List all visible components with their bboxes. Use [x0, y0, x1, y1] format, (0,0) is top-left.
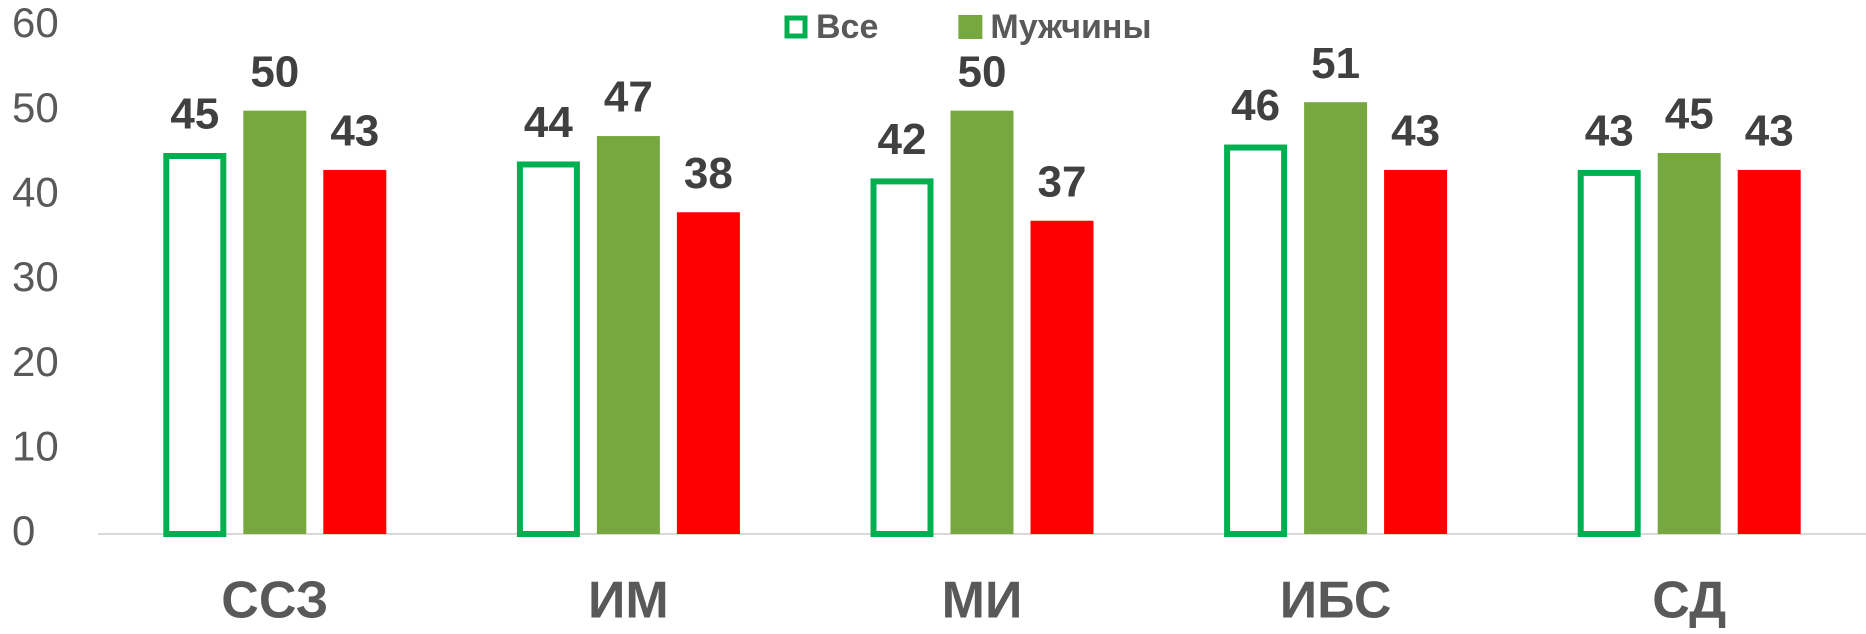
x-tick-label: ИБС: [1280, 572, 1392, 630]
legend-label: Все: [816, 8, 878, 46]
data-label: 43: [330, 107, 379, 156]
data-label: 43: [1391, 107, 1440, 156]
bar: [516, 161, 580, 537]
bar: [1577, 169, 1641, 538]
y-tick-label: 50: [12, 84, 59, 131]
data-label: 42: [878, 115, 927, 164]
data-label: 43: [1745, 107, 1794, 156]
y-tick-label: 30: [12, 253, 59, 300]
data-label: 45: [1665, 90, 1714, 139]
data-label: 50: [958, 47, 1007, 96]
bar: [1030, 220, 1094, 534]
legend-label: Мужчины: [990, 8, 1151, 46]
y-tick-label: 10: [12, 422, 59, 469]
bar: [163, 153, 227, 537]
bar: [1657, 153, 1721, 534]
bar: [1304, 102, 1368, 534]
data-label: 47: [604, 73, 653, 122]
bar: [676, 212, 740, 534]
bar: [243, 110, 307, 535]
x-tick-label: МИ: [942, 572, 1023, 630]
data-label: 44: [524, 98, 573, 147]
data-label: 46: [1231, 81, 1280, 130]
data-label: 38: [684, 149, 733, 198]
legend-swatch: [958, 15, 983, 39]
y-tick-label: 60: [12, 0, 59, 46]
legend-swatch: [784, 15, 808, 39]
data-label: 50: [250, 47, 299, 96]
bar: [596, 136, 660, 535]
x-tick-label: СД: [1652, 572, 1726, 630]
x-tick-label: ССЗ: [221, 572, 328, 630]
x-tick-label: ИМ: [588, 572, 669, 630]
y-tick-label: 0: [12, 507, 35, 554]
bar: [1384, 169, 1448, 534]
bar: [950, 110, 1014, 535]
y-tick-label: 40: [12, 168, 59, 215]
data-label: 45: [170, 90, 219, 139]
bar: [1224, 144, 1288, 538]
bar: [1737, 169, 1801, 534]
data-label: 51: [1311, 39, 1360, 88]
y-tick-label: 20: [12, 338, 59, 385]
bar: [870, 178, 934, 537]
data-label: 37: [1038, 157, 1087, 206]
data-label: 43: [1585, 107, 1634, 156]
bar: [323, 169, 387, 534]
